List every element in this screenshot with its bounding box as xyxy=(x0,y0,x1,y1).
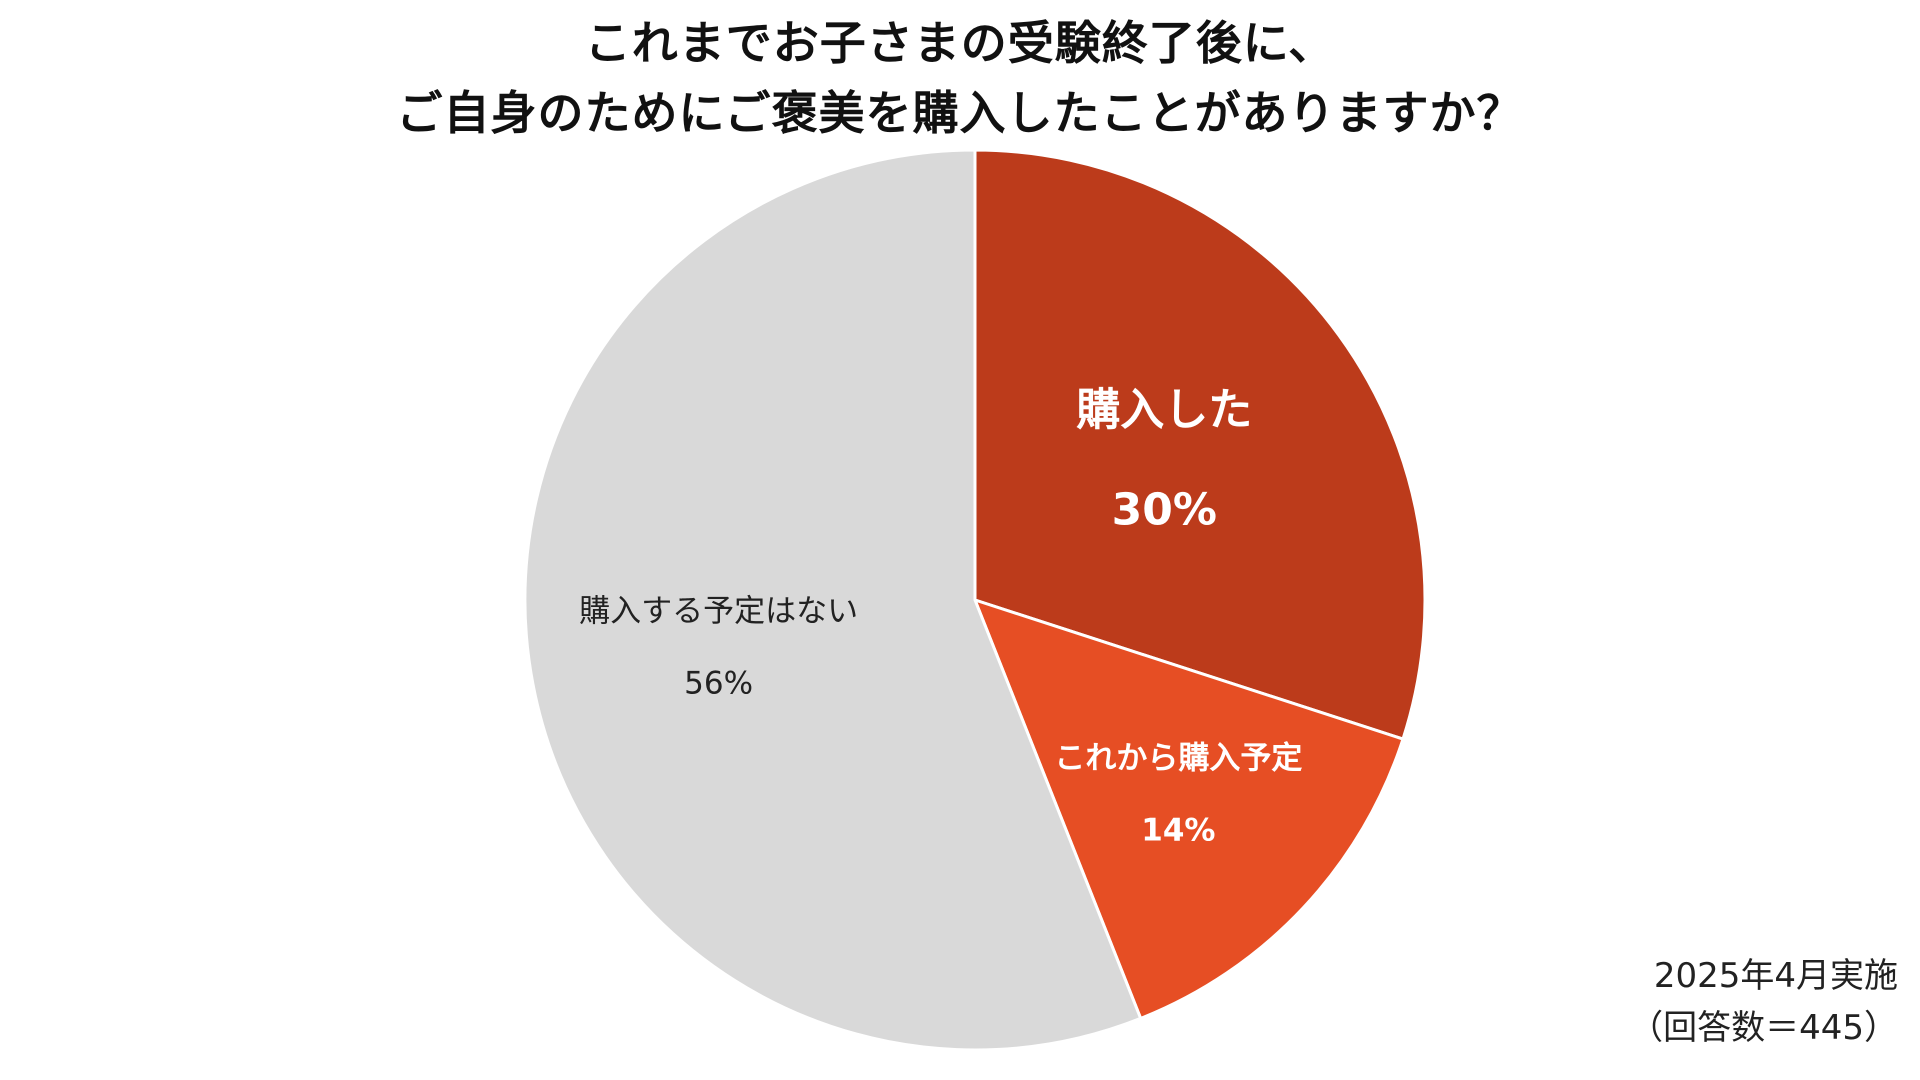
slice-label-planning-to-purchase: これから購入予定 xyxy=(1054,740,1302,776)
survey-note: 2025年4月実施 （回答数＝445） xyxy=(1629,950,1898,1054)
slice-label-purchased: 購入した xyxy=(1076,384,1252,435)
chart-title: これまでお子さまの受験終了後に、 ご自身のためにご褒美を購入したことがありますか… xyxy=(0,8,1920,148)
pie-slice-purchased xyxy=(973,148,1427,741)
slice-value-purchased: 30% xyxy=(1112,484,1217,535)
survey-date: 2025年4月実施 xyxy=(1653,956,1898,996)
slice-value-planning-to-purchase: 14% xyxy=(1141,812,1215,848)
pie-slice-planning-to-purchase xyxy=(972,597,1405,1021)
chart-title-line-1: これまでお子さまの受験終了後に、 xyxy=(584,16,1336,70)
chart-title-line-2: ご自身のためにご褒美を購入したことがありますか？ xyxy=(396,86,1524,140)
slice-value-no-plan: 56% xyxy=(684,665,753,701)
slice-label-no-plan: 購入する予定はない xyxy=(579,593,858,629)
response-count: （回答数＝445） xyxy=(1629,1008,1898,1048)
pie-slice-no-plan xyxy=(523,148,1143,1052)
